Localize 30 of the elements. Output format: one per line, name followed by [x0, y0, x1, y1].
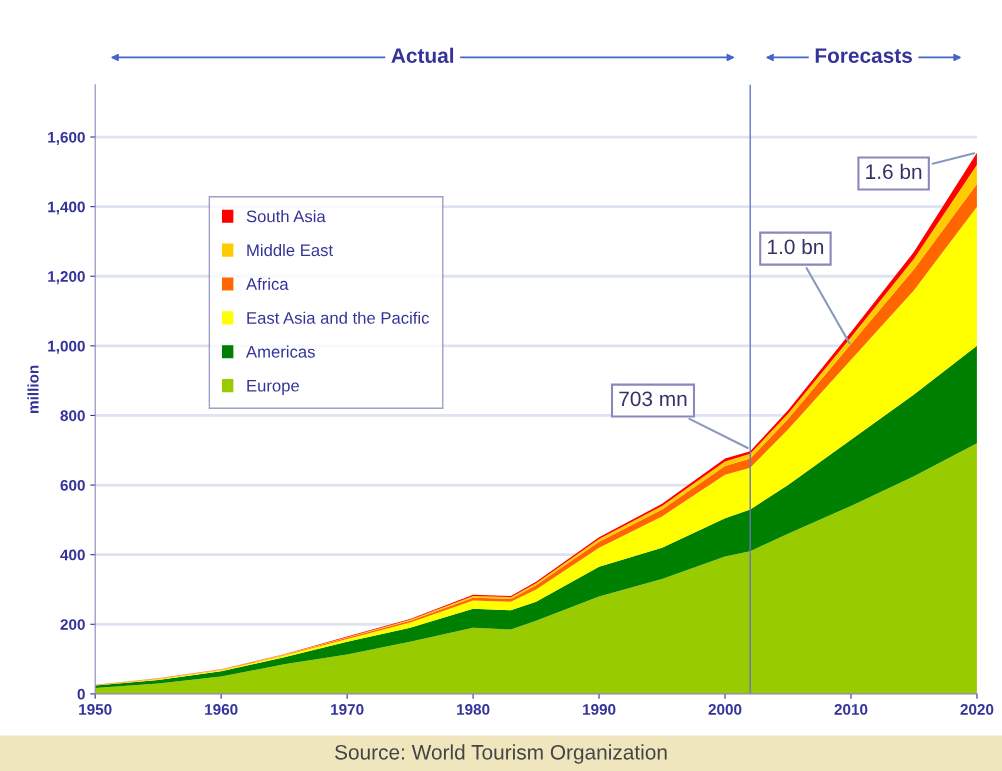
y-tick-label: 1,000 — [48, 340, 85, 354]
legend-label: Americas — [246, 345, 315, 358]
source-note: Source: World Tourism Organization — [335, 744, 667, 764]
annotation: 1.6 bn — [866, 163, 922, 180]
text: Actual — [391, 47, 454, 63]
y-tick-label: 1,600 — [48, 131, 85, 145]
x-tick-label: 1990 — [583, 704, 616, 715]
y-tick-label: 200 — [60, 619, 85, 630]
y-tick-label: 600 — [60, 479, 85, 491]
legend-label: Middle East — [247, 243, 333, 257]
x-tick-label: 2010 — [834, 704, 868, 715]
x-tick-label: 2000 — [708, 704, 742, 715]
y-tick-label: 400 — [60, 549, 85, 561]
legend-label: Europe — [247, 379, 299, 395]
x-tick-label: 1980 — [457, 704, 490, 715]
y-axis-title: million — [27, 365, 39, 413]
x-tick-label: 1970 — [331, 704, 364, 715]
text: Forecasts — [815, 48, 912, 63]
x-tick-label: 2020 — [960, 704, 994, 715]
annotation: 703 mn — [619, 391, 687, 407]
y-tick-label: 800 — [60, 410, 85, 422]
x-tick-label: 1950 — [79, 704, 112, 715]
y-tick-label: 1,200 — [48, 271, 85, 285]
legend-label: South Asia — [246, 210, 326, 223]
annotation: 1.0 bn — [768, 238, 824, 255]
legend-label: East Asia and the Pacific — [247, 311, 429, 324]
legend-label: Africa — [246, 277, 289, 290]
y-tick-label: 0 — [77, 688, 85, 700]
x-tick-label: 1960 — [205, 704, 238, 715]
y-tick-label: 1,400 — [48, 201, 85, 215]
